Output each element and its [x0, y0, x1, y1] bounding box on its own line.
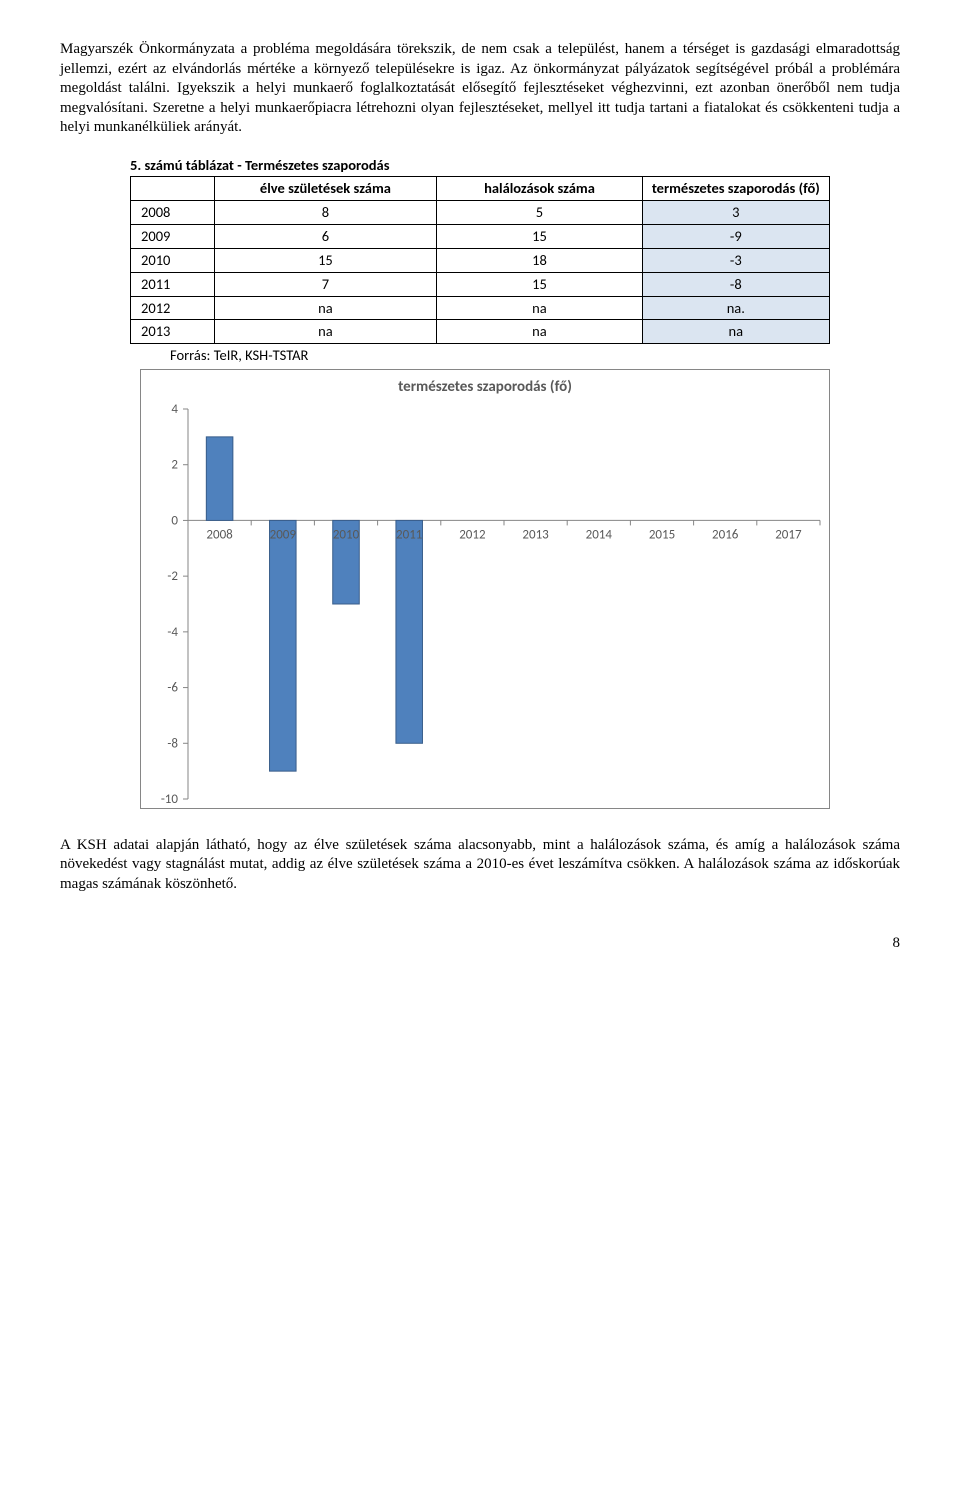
svg-text:2009: 2009	[270, 528, 297, 543]
cell-growth: 3	[642, 201, 829, 225]
cell-year: 2009	[131, 225, 215, 249]
cell-births: na	[214, 296, 437, 320]
svg-text:2010: 2010	[333, 528, 360, 543]
table-row: 2011715-8	[131, 272, 830, 296]
bar	[270, 521, 297, 772]
cell-year: 2012	[131, 296, 215, 320]
table-row: 2012nanana.	[131, 296, 830, 320]
intro-paragraph: Magyarszék Önkormányzata a probléma mego…	[60, 40, 900, 138]
bar	[206, 437, 233, 521]
svg-text:természetes szaporodás (fő): természetes szaporodás (fő)	[398, 378, 572, 396]
cell-year: 2008	[131, 201, 215, 225]
svg-text:2012: 2012	[459, 528, 486, 543]
svg-text:2008: 2008	[206, 528, 233, 543]
cell-births: 6	[214, 225, 437, 249]
svg-text:0: 0	[171, 514, 178, 529]
table-header-row: élve születések száma halálozások száma …	[131, 177, 830, 201]
th-year	[131, 177, 215, 201]
table-title: 5. számú táblázat - Természetes szaporod…	[130, 156, 900, 175]
svg-text:-4: -4	[167, 625, 178, 640]
cell-year: 2013	[131, 320, 215, 344]
th-births: élve születések száma	[214, 177, 437, 201]
cell-growth: -3	[642, 248, 829, 272]
table-row: 20101518-3	[131, 248, 830, 272]
svg-text:-10: -10	[161, 792, 179, 807]
page-number: 8	[60, 934, 900, 954]
cell-births: 7	[214, 272, 437, 296]
th-growth: természetes szaporodás (fő)	[642, 177, 829, 201]
svg-text:2013: 2013	[522, 528, 549, 543]
cell-deaths: na	[437, 296, 642, 320]
bar	[396, 521, 423, 744]
table-row: 2009615-9	[131, 225, 830, 249]
svg-text:2016: 2016	[712, 528, 739, 543]
th-deaths: halálozások száma	[437, 177, 642, 201]
analysis-paragraph: A KSH adatai alapján látható, hogy az él…	[60, 836, 900, 895]
bar-chart: természetes szaporodás (fő) -10 -8 -6 -4 -2 0 2…	[140, 369, 830, 809]
cell-deaths: 15	[437, 225, 642, 249]
cell-year: 2011	[131, 272, 215, 296]
data-table: élve születések száma halálozások száma …	[130, 176, 830, 344]
cell-births: 15	[214, 248, 437, 272]
table-source: Forrás: TeIR, KSH-TSTAR	[170, 346, 900, 365]
cell-births: 8	[214, 201, 437, 225]
table-row: 2013nanana	[131, 320, 830, 344]
svg-text:-8: -8	[167, 736, 178, 751]
cell-deaths: na	[437, 320, 642, 344]
cell-growth: na	[642, 320, 829, 344]
svg-text:2017: 2017	[775, 528, 802, 543]
chart-container: természetes szaporodás (fő) -10 -8 -6 -4 -2 0 2…	[140, 369, 900, 816]
cell-growth: -8	[642, 272, 829, 296]
cell-deaths: 18	[437, 248, 642, 272]
svg-text:2: 2	[171, 458, 178, 473]
svg-text:2015: 2015	[649, 528, 675, 543]
cell-deaths: 15	[437, 272, 642, 296]
cell-growth: na.	[642, 296, 829, 320]
cell-deaths: 5	[437, 201, 642, 225]
svg-text:4: 4	[171, 402, 178, 417]
table-row: 2008853	[131, 201, 830, 225]
svg-text:2011: 2011	[396, 528, 422, 543]
cell-year: 2010	[131, 248, 215, 272]
svg-text:-2: -2	[167, 569, 178, 584]
svg-text:2014: 2014	[586, 528, 613, 543]
cell-growth: -9	[642, 225, 829, 249]
cell-births: na	[214, 320, 437, 344]
svg-text:-6: -6	[167, 681, 178, 696]
